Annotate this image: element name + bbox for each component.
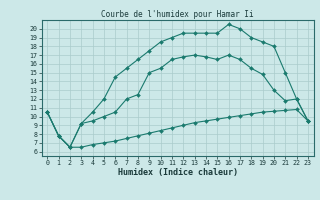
Title: Courbe de l'humidex pour Hamar Ii: Courbe de l'humidex pour Hamar Ii — [101, 10, 254, 19]
X-axis label: Humidex (Indice chaleur): Humidex (Indice chaleur) — [118, 168, 237, 177]
